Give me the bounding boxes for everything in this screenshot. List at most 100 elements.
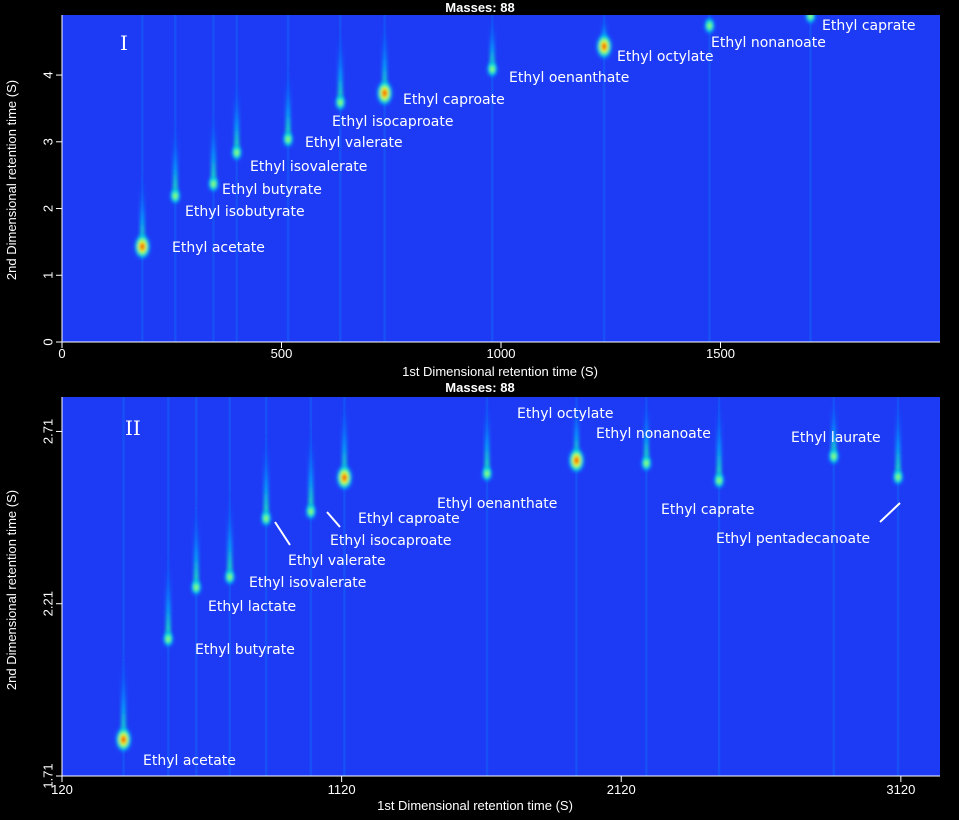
x-tick-label: 1120 <box>328 782 356 797</box>
peak-spot <box>804 15 817 24</box>
x-axis-label: 1st Dimensional retention time (S) <box>377 798 573 813</box>
column-streak <box>491 15 494 342</box>
chart-title: Masses: 88 <box>445 0 514 15</box>
peak-label: Ethyl isocaproate <box>332 114 453 130</box>
y-tick-label: 2 <box>41 205 56 212</box>
column-streak <box>809 15 812 342</box>
label-leader-line <box>326 511 341 528</box>
peak-spot <box>375 77 394 106</box>
plot-area <box>62 397 940 776</box>
peak-label: Ethyl octylate <box>617 49 713 65</box>
y-tick-label: 0 <box>41 338 56 345</box>
column-streak <box>309 397 313 776</box>
peak-tail <box>172 123 178 196</box>
label-leader-line <box>274 521 291 546</box>
panel-mark: II <box>125 416 141 440</box>
peak-label: Ethyl valerate <box>288 553 386 569</box>
chart-panel-I: Ethyl acetate Ethyl isobutyrate Ethyl buty… <box>0 0 959 396</box>
x-tick-label: 500 <box>271 346 293 361</box>
chart-title: Masses: 88 <box>445 380 514 395</box>
y-axis-label: 2nd Dimensional retention time (S) <box>4 490 19 690</box>
column-streak <box>122 397 125 776</box>
peak-label: Ethyl acetate <box>172 240 265 256</box>
peak-label: Ethyl oenanthate <box>437 496 557 512</box>
peak-spot <box>133 231 152 260</box>
peak-spot <box>114 724 133 753</box>
peak-label: Ethyl laurate <box>791 430 881 446</box>
peak-tail <box>234 79 240 152</box>
peak-tail <box>337 29 343 102</box>
x-tick-label: 0 <box>58 346 65 361</box>
peak-spot <box>223 567 236 586</box>
peak-tail <box>643 397 649 463</box>
column-streak <box>575 397 578 776</box>
peak-tail <box>484 397 490 473</box>
peak-label: Ethyl valerate <box>305 135 403 151</box>
peak-spot <box>481 463 494 482</box>
peak-tail <box>489 15 495 69</box>
y-tick-label: 1.71 <box>41 763 56 788</box>
peak-label: Ethyl isovalerate <box>250 159 367 175</box>
plot-area <box>62 15 940 342</box>
column-streak <box>235 15 238 342</box>
peak-spot <box>334 92 347 111</box>
y-tick-label: 2.71 <box>41 419 56 444</box>
peak-layer <box>114 397 905 776</box>
column-streak <box>485 397 489 776</box>
peak-tail <box>895 397 901 477</box>
peak-label: Ethyl butyrate <box>195 642 295 658</box>
y-tick-label: 1 <box>41 272 56 279</box>
peak-tail <box>308 427 314 511</box>
column-streak <box>645 397 648 776</box>
peak-spot <box>567 445 586 474</box>
peak-spot <box>169 186 182 205</box>
peak-tail <box>831 397 837 456</box>
peak-label: Ethyl nonanoate <box>596 426 711 442</box>
panel-mark: I <box>120 31 128 55</box>
peak-label: Ethyl caproate <box>358 511 460 527</box>
peak-tail <box>716 397 722 480</box>
column-streak <box>343 397 346 776</box>
peak-label: Ethyl isovalerate <box>249 575 366 591</box>
peak-tail <box>341 397 347 477</box>
peak-tail <box>601 15 607 46</box>
column-streak <box>383 15 386 342</box>
peak-tail <box>382 19 388 92</box>
peak-spot <box>190 577 203 596</box>
column-streak <box>832 397 835 776</box>
peak-spot <box>713 470 726 489</box>
peak-spot <box>230 142 243 161</box>
x-tick-label: 1500 <box>706 346 735 361</box>
column-streak <box>896 397 900 776</box>
y-tick-label: 4 <box>41 71 56 78</box>
peak-spot <box>335 462 354 491</box>
y-axis-label: 2nd Dimensional retention time (S) <box>4 80 19 280</box>
peak-spot <box>703 16 716 35</box>
peak-layer <box>133 15 817 342</box>
peak-spot <box>260 508 273 527</box>
peak-label: Ethyl octylate <box>517 406 613 422</box>
peak-spot <box>282 129 295 148</box>
peak-label: Ethyl caproate <box>403 92 505 108</box>
peak-tail <box>139 173 145 246</box>
peak-label: Ethyl acetate <box>143 753 236 769</box>
column-streak <box>708 15 711 342</box>
column-streak <box>228 397 231 776</box>
peak-label: Ethyl caprate <box>661 502 754 518</box>
column-streak <box>339 15 342 342</box>
x-tick-label: 1000 <box>487 346 516 361</box>
peak-spot <box>162 629 175 648</box>
peak-spot <box>207 174 220 193</box>
peak-label: Ethyl butyrate <box>222 182 322 198</box>
peak-tail <box>263 434 269 518</box>
peak-spot <box>486 59 499 78</box>
chart-panel-II: Ethyl acetate Ethyl butyrate Ethyl lactate… <box>0 380 959 820</box>
peak-spot <box>595 31 614 60</box>
x-tick-label: 3120 <box>886 782 915 797</box>
label-leader-line <box>879 502 901 523</box>
x-tick-label: 2120 <box>607 782 636 797</box>
peak-label: Ethyl isobutyrate <box>185 204 305 220</box>
peak-label: Ethyl caprate <box>822 18 915 34</box>
